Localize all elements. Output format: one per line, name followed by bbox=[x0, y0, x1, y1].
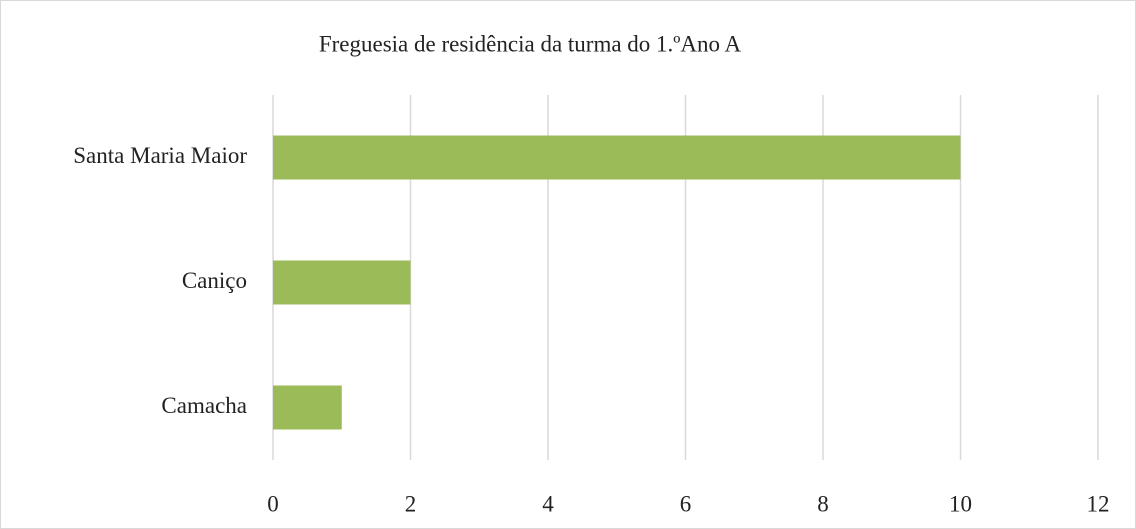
x-tick-label: 12 bbox=[1087, 491, 1110, 516]
bar bbox=[273, 135, 961, 180]
bar bbox=[273, 260, 411, 305]
x-tick-label: 2 bbox=[405, 491, 417, 516]
bar bbox=[273, 385, 342, 430]
x-tick-label: 10 bbox=[949, 491, 972, 516]
x-tick-label: 0 bbox=[267, 491, 279, 516]
x-tick-label: 6 bbox=[680, 491, 692, 516]
y-tick-label: Caniço bbox=[182, 268, 247, 293]
x-tick-label: 8 bbox=[817, 491, 829, 516]
y-tick-label: Santa Maria Maior bbox=[73, 143, 247, 168]
x-tick-label: 4 bbox=[542, 491, 554, 516]
y-tick-label: Camacha bbox=[161, 393, 247, 418]
chart-title: Freguesia de residência da turma do 1.ºA… bbox=[319, 31, 742, 56]
